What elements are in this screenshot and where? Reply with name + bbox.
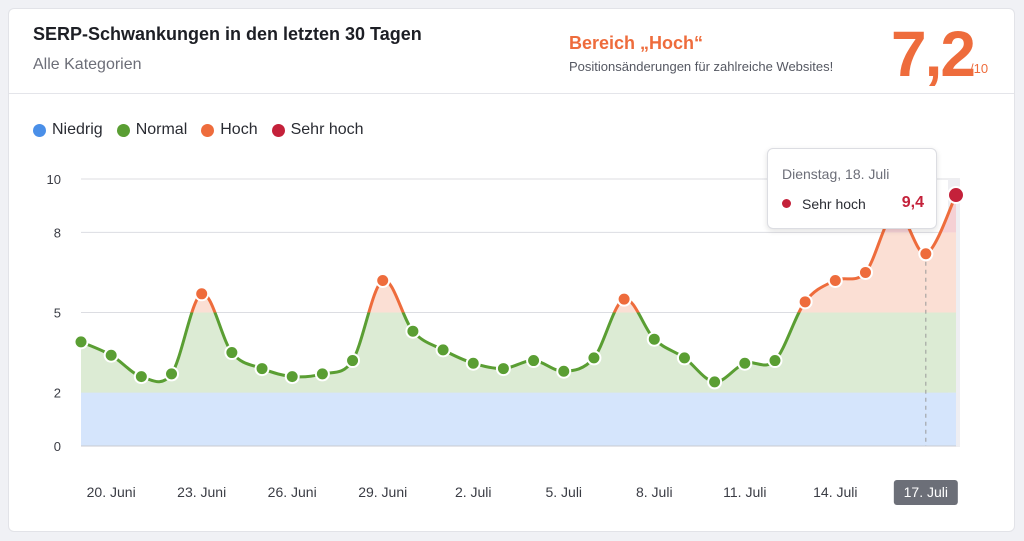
x-tick-label: 23. Juni <box>177 484 226 500</box>
x-tick-label: 14. Juli <box>813 484 857 500</box>
legend-item-hoch[interactable]: Hoch <box>201 121 258 139</box>
y-tick-label: 8 <box>54 225 61 240</box>
series-line-high <box>190 194 958 313</box>
tooltip: Dienstag, 18. Juli Sehr hoch 9,4 <box>767 148 937 229</box>
band-hoch <box>81 232 956 313</box>
data-point <box>857 264 873 280</box>
card-header: SERP-Schwankungen in den letzten 30 Tage… <box>9 9 1014 94</box>
data-point <box>918 246 934 262</box>
x-tick-label: 11. Juli <box>723 484 766 500</box>
selected-date-badge <box>893 480 958 505</box>
score-max: /10 <box>970 61 989 76</box>
category-filter[interactable]: Alle Kategorien <box>33 56 142 73</box>
tooltip-date: Dienstag, 18. Juli <box>782 166 890 182</box>
range-description: Positionsänderungen für zahlreiche Websi… <box>569 59 834 74</box>
tooltip-value: 9,4 <box>901 194 924 211</box>
legend-dot-icon <box>33 123 46 137</box>
data-point <box>435 342 451 358</box>
data-point <box>103 347 119 363</box>
legend-dot-icon <box>271 123 285 137</box>
range-label: Bereich „Hoch“ <box>569 33 704 53</box>
data-point <box>405 323 421 339</box>
legend: Niedrig Normal Hoch Sehr hoch <box>33 121 364 139</box>
x-tick-label: 8. Juli <box>636 484 673 500</box>
x-tick-label: 5. Juli <box>545 484 582 500</box>
data-point <box>164 366 180 382</box>
score-value: 7,2 <box>891 18 976 90</box>
y-tick-label: 0 <box>54 439 61 454</box>
x-tick-label: 17. Juli <box>904 484 948 500</box>
legend-item-normal[interactable]: Normal <box>116 121 187 139</box>
data-point <box>254 361 270 377</box>
data-point <box>224 345 240 361</box>
series-line-normal <box>80 312 801 384</box>
data-point <box>194 286 210 302</box>
legend-dot-icon <box>116 123 130 137</box>
x-tick-label: 2. Juli <box>455 484 492 500</box>
band-normal <box>81 312 956 393</box>
y-tick-label: 5 <box>54 306 61 321</box>
data-point <box>345 353 361 369</box>
x-tick-label: 29. Juni <box>358 484 407 500</box>
data-point <box>827 272 843 288</box>
data-point <box>314 366 330 382</box>
data-point <box>556 363 572 379</box>
data-point <box>616 291 632 307</box>
data-point <box>495 361 511 377</box>
data-point <box>284 369 300 385</box>
band-niedrig <box>81 392 956 446</box>
y-tick-label: 10 <box>47 172 61 187</box>
x-tick-label: 20. Juni <box>87 484 136 500</box>
data-point <box>797 294 813 310</box>
data-point <box>526 353 542 369</box>
data-point <box>646 331 662 347</box>
legend-item-sehr-hoch[interactable]: Sehr hoch <box>271 121 364 139</box>
data-point <box>737 355 753 371</box>
data-point <box>465 355 481 371</box>
legend-item-niedrig[interactable]: Niedrig <box>33 121 103 139</box>
data-point <box>676 350 692 366</box>
card-title: SERP-Schwankungen in den letzten 30 Tage… <box>33 24 422 44</box>
y-tick-label: 2 <box>54 386 61 401</box>
data-point <box>767 353 783 369</box>
x-tick-label: 26. Juni <box>268 484 317 500</box>
legend-dot-icon <box>201 123 215 137</box>
tooltip-dot-icon <box>782 199 791 208</box>
data-point <box>133 369 149 385</box>
data-point <box>375 272 391 288</box>
data-point <box>73 334 89 350</box>
data-point <box>947 186 965 205</box>
tooltip-category: Sehr hoch <box>802 196 866 212</box>
data-point <box>707 374 723 390</box>
data-point <box>586 350 602 366</box>
